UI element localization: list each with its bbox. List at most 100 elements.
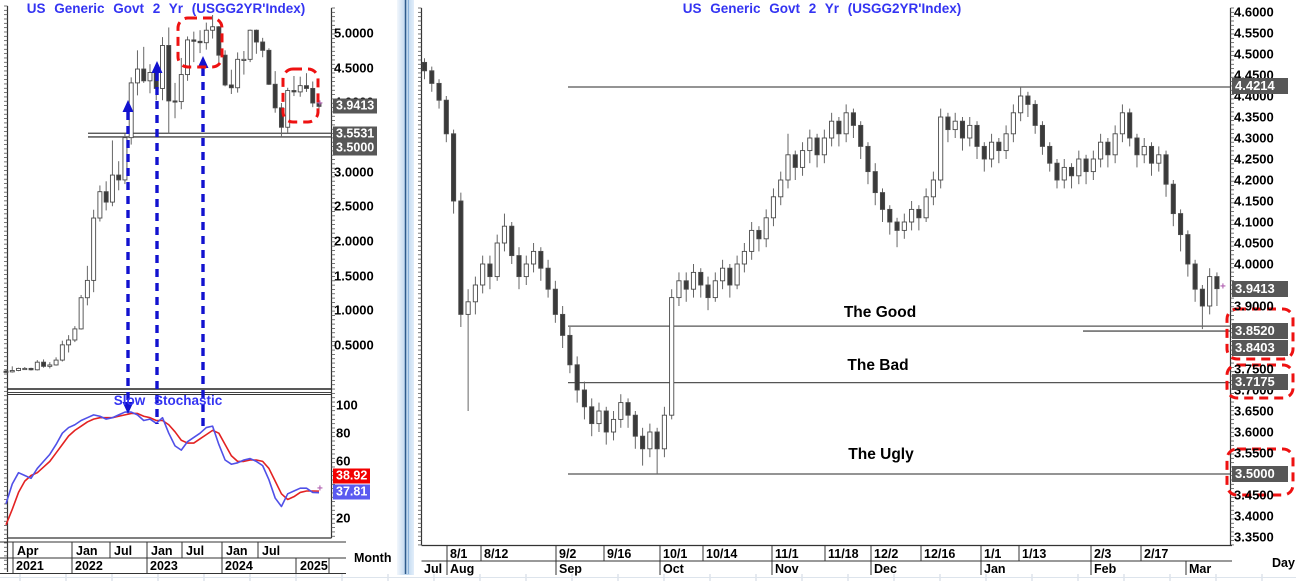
annotation-the-bad: The Bad <box>847 357 909 374</box>
daily-candle <box>625 402 631 416</box>
daily-candle <box>647 431 653 450</box>
right-x-date-label: 10/14 <box>706 546 738 561</box>
stochastic-y-axis-label: 20 <box>336 510 351 526</box>
daily-candle <box>1127 112 1133 139</box>
daily-candle <box>480 263 486 286</box>
daily-candle <box>421 61 428 72</box>
daily-candle <box>821 137 827 156</box>
daily-candle <box>1025 95 1031 105</box>
daily-candle <box>1134 137 1140 156</box>
right-x-month-label: Aug <box>450 562 475 576</box>
daily-candle <box>1119 112 1125 135</box>
right-x-date-label: 2/3 <box>1094 546 1112 561</box>
right-y-axis-label: 4.6000 <box>1234 4 1274 20</box>
daily-candle <box>1148 145 1155 164</box>
daily-candle <box>974 124 980 147</box>
left-x-month-label: Jul <box>186 544 205 558</box>
price-badge-4.4214: 4.4214 <box>1232 78 1288 94</box>
daily-candle <box>850 112 856 126</box>
daily-candle <box>567 334 573 366</box>
daily-candle <box>785 154 791 181</box>
monthly-candle <box>109 174 115 203</box>
daily-candle <box>581 389 587 408</box>
daily-candle <box>734 263 740 286</box>
left-x-month-label: Apr <box>17 544 39 558</box>
monthly-candle <box>203 29 209 44</box>
daily-candle <box>989 141 995 160</box>
daily-candle <box>763 217 769 240</box>
left-x-year-label: 2021 <box>16 559 44 573</box>
right-x-date-label: 12/2 <box>874 546 899 561</box>
monthly-candle <box>53 359 59 366</box>
left-x-month-label: Jan <box>151 544 173 558</box>
right-x-date-label: 1/13 <box>1022 546 1047 561</box>
right-axis-unit-label: Day <box>1272 556 1295 570</box>
right-x-month-label: Oct <box>663 562 684 576</box>
right-x-month-label: Nov <box>775 562 799 576</box>
daily-candle <box>814 137 820 156</box>
daily-candle <box>676 280 682 299</box>
daily-candle <box>501 225 508 244</box>
daily-candle <box>792 154 798 168</box>
right-y-axis-label: 3.4000 <box>1234 508 1274 524</box>
monthly-candle <box>66 339 72 346</box>
daily-candle <box>1047 145 1053 164</box>
daily-candle <box>872 171 878 194</box>
daily-candle <box>829 120 835 139</box>
left-x-month-label: Jul <box>114 544 133 558</box>
monthly-candle <box>28 367 34 371</box>
monthly-candle <box>285 90 291 128</box>
daily-candle <box>509 225 515 257</box>
right-x-month-label: Jan <box>984 562 1006 576</box>
daily-candle <box>632 414 638 437</box>
daily-candle <box>727 267 733 286</box>
right-x-date-label: 9/16 <box>607 546 632 561</box>
daily-candle <box>712 280 718 299</box>
daily-candle <box>938 116 944 181</box>
monthly-candle <box>291 90 297 93</box>
daily-candle <box>1061 166 1067 181</box>
last-price-marker: + <box>317 98 323 110</box>
daily-candle <box>923 196 929 219</box>
left-x-year-label: 2025 <box>300 559 328 573</box>
daily-candle <box>661 414 667 450</box>
left-y-axis-label: 4.5000 <box>334 60 374 76</box>
daily-candle <box>516 255 522 278</box>
monthly-candle <box>34 361 40 371</box>
daily-candle <box>945 116 951 131</box>
highlight-box-level-37175 <box>1225 363 1295 400</box>
daily-candle <box>1163 154 1169 185</box>
daily-candle <box>589 406 595 425</box>
signal-arrow-down-head <box>122 402 134 414</box>
right-y-axis-label: 4.0000 <box>1234 256 1274 272</box>
stochastic-y-axis-label: 100 <box>336 397 358 413</box>
daily-candle <box>1199 288 1205 307</box>
highlight-box-monthly-recent <box>281 67 320 124</box>
monthly-candle <box>247 29 253 60</box>
daily-candle <box>552 288 558 315</box>
monthly-candle <box>316 102 322 107</box>
daily-candle <box>1032 103 1038 126</box>
daily-candle <box>967 124 973 139</box>
daily-candle <box>458 200 464 315</box>
monthly-candle <box>84 279 90 299</box>
right-y-axis-label: 4.1000 <box>1234 214 1274 230</box>
daily-candle <box>1039 124 1045 147</box>
right-x-month-label: Dec <box>874 562 897 576</box>
monthly-candle <box>310 87 316 104</box>
monthly-candle <box>59 344 65 361</box>
daily-candle <box>996 141 1002 152</box>
daily-candle <box>720 267 726 282</box>
monthly-candle <box>135 68 140 84</box>
right-y-axis-label: 4.5500 <box>1234 25 1274 41</box>
monthly-candle <box>197 40 203 44</box>
stochastic-line-SlowK <box>5 411 320 508</box>
price-badge-3.8403: 3.8403 <box>1232 340 1288 356</box>
daily-candle <box>741 250 747 265</box>
right-y-axis-label: 4.3500 <box>1234 109 1274 125</box>
daily-candle <box>494 242 500 278</box>
daily-candle <box>1083 158 1089 173</box>
daily-candle <box>1018 95 1024 114</box>
daily-candle <box>683 280 689 290</box>
